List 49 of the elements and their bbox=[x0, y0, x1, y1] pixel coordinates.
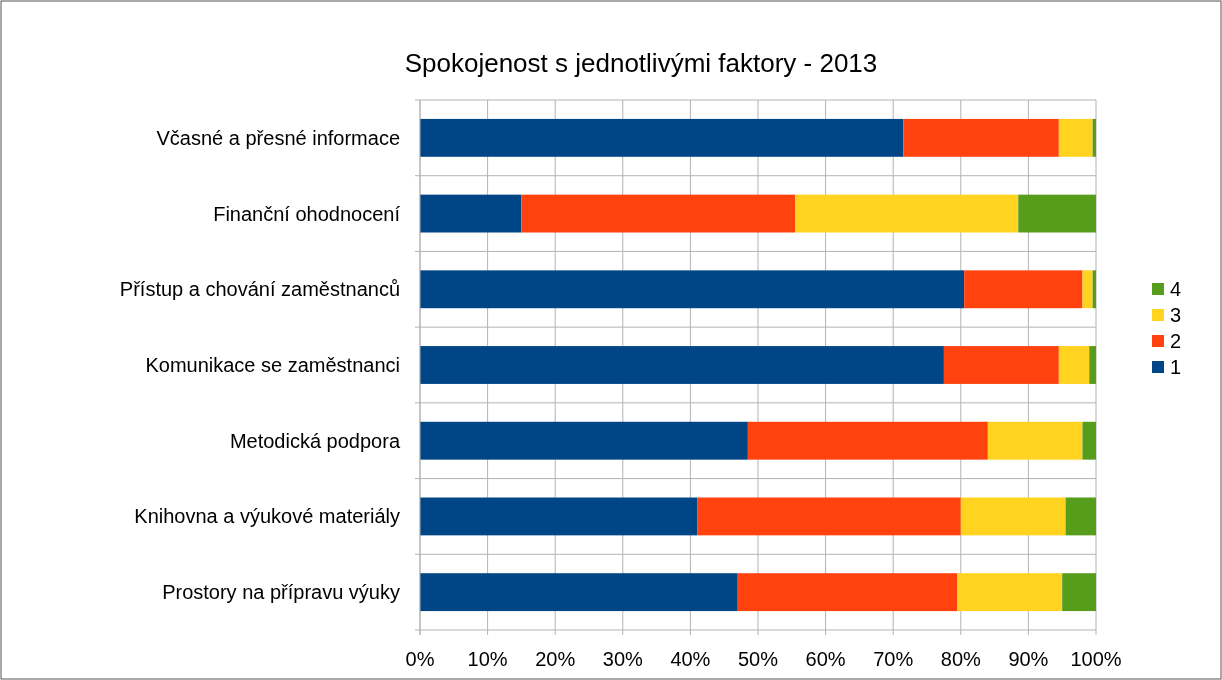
bar bbox=[1089, 346, 1096, 384]
bar bbox=[943, 346, 1059, 384]
bar bbox=[1058, 346, 1090, 384]
x-tick-label: 70% bbox=[873, 648, 914, 670]
bar bbox=[697, 497, 961, 536]
y-tick-label: Metodická podpora bbox=[229, 429, 401, 452]
bar bbox=[795, 194, 1019, 233]
y-tick-label: Knihovna a výukové materiály bbox=[134, 505, 400, 528]
bar bbox=[987, 421, 1083, 460]
y-tick-label: Komunikace se zaměstnanci bbox=[145, 354, 400, 376]
legend-label: 4 bbox=[1170, 278, 1182, 300]
bar bbox=[747, 421, 988, 460]
bar bbox=[737, 573, 958, 612]
bar bbox=[964, 270, 1083, 309]
chart-title: Spokojenost s jednotlivými faktory - 2013 bbox=[404, 48, 878, 78]
bar bbox=[1082, 270, 1093, 309]
y-tick-label: Finanční ohodnocení bbox=[213, 202, 401, 225]
legend-label: 2 bbox=[1170, 330, 1182, 352]
x-tick-label: 10% bbox=[467, 648, 508, 670]
bar bbox=[960, 497, 1066, 536]
bar bbox=[1062, 573, 1096, 612]
bar bbox=[420, 194, 522, 233]
bar bbox=[420, 421, 748, 460]
bar bbox=[420, 573, 738, 612]
x-tick-label: 0% bbox=[405, 648, 435, 670]
legend-label: 1 bbox=[1170, 356, 1182, 378]
y-tick-label: Přístup a chování zaměstnanců bbox=[119, 278, 400, 301]
bar bbox=[1058, 118, 1093, 157]
x-tick-label: 100% bbox=[1070, 648, 1122, 670]
x-tick-label: 30% bbox=[602, 648, 644, 670]
bar bbox=[420, 497, 698, 536]
bar bbox=[1082, 421, 1096, 460]
bar bbox=[903, 118, 1059, 157]
legend-label: 3 bbox=[1170, 304, 1182, 326]
x-tick-label: 40% bbox=[670, 648, 711, 670]
bar bbox=[420, 118, 904, 157]
x-tick-label: 80% bbox=[940, 648, 982, 670]
bar bbox=[1018, 194, 1096, 233]
x-tick-label: 90% bbox=[1008, 648, 1049, 670]
bar bbox=[420, 346, 944, 384]
bar bbox=[957, 573, 1063, 612]
y-tick-label: Prostory na přípravu výuky bbox=[162, 581, 400, 604]
bar bbox=[420, 270, 965, 309]
x-tick-label: 60% bbox=[805, 648, 846, 670]
y-tick-label: Včasné a přesné informace bbox=[156, 126, 400, 149]
bar bbox=[1065, 497, 1096, 536]
bar bbox=[521, 194, 796, 233]
x-tick-label: 50% bbox=[737, 648, 779, 670]
x-tick-label: 20% bbox=[535, 648, 576, 670]
